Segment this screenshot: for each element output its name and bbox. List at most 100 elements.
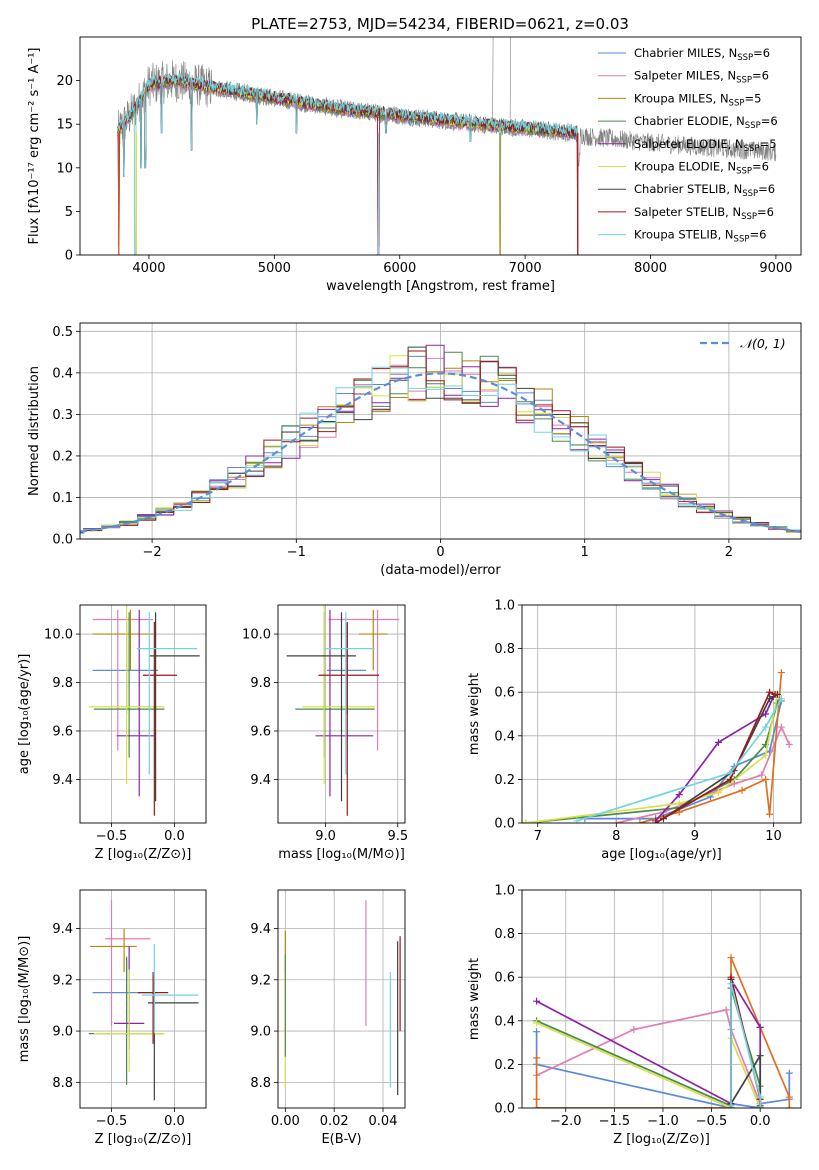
age-vs-weight-x-tick-label: 7 [534,829,542,844]
z-vs-weight-marker [785,1069,793,1077]
ebv-vs-mass-y-tick-label: 8.8 [250,1076,271,1091]
z-vs-age-x-tick-label: 0.0 [164,829,185,844]
legend-label-part: Chabrier STELIB, N [634,182,742,196]
ebv-vs-mass-plot-area [278,890,405,1108]
z-vs-weight-marker [756,1093,764,1101]
z-vs-weight-marker [756,1052,764,1060]
z-vs-mass-x-tick-label: 0.0 [164,1114,185,1129]
z-vs-mass-plot-area [80,890,206,1108]
residuals-y-tick-label: 0.5 [52,325,73,340]
z-vs-mass-y-tick-label: 8.8 [52,1076,73,1091]
age-vs-weight-line-chabrier_stelib [663,693,778,820]
legend-label-subscript: SSP [729,98,745,108]
z-vs-weight-y-tick-label: 1.0 [494,884,515,899]
age-vs-weight-y-tick-label: 0.0 [494,817,515,832]
z-vs-weight-marker [785,1093,793,1101]
spectrum-data-spike [492,37,511,125]
age-vs-weight-marker [652,819,660,823]
age-vs-weight-line-kroupa_stelib [576,698,783,822]
z-vs-weight-marker [630,1026,638,1034]
z-vs-mass-y-tick-label: 9.4 [52,922,73,937]
residuals-y-tick-label: 0.1 [52,491,73,506]
spectrum-legend-label: Salpeter ELODIE, NSSP=5 [634,137,777,154]
residuals-x-tick-label: 1 [581,545,589,560]
ebv-vs-mass-frame [277,889,406,1109]
residuals-x-tick-label: 0 [436,545,444,560]
mass-vs-age-x-tick-label: 9.0 [315,829,336,844]
age-vs-weight-y-tick-label: 0.2 [494,773,515,788]
z-vs-weight-x-tick-label: 0.0 [750,1114,771,1129]
legend-label-part: =5 [760,137,777,151]
z-vs-mass-axes [76,890,206,1112]
z-vs-age-frame [79,604,207,824]
legend-label-part: =6 [753,46,770,60]
spectrum-y-tick-label: 15 [56,118,73,133]
z-vs-mass-x-axis-label: Z [log₁₀(Z/Z⊙)] [95,1132,192,1147]
spectrum-y-tick-label: 5 [65,205,73,220]
age-vs-weight-marker [612,819,620,823]
z-vs-weight-x-tick-label: −0.5 [696,1114,728,1129]
spectrum-legend-label: Salpeter STELIB, NSSP=6 [634,205,774,222]
ebv-vs-mass-y-tick-label: 9.2 [250,973,271,988]
spectrum-x-tick-label: 9000 [759,261,792,276]
age-vs-weight-plot-area [522,605,801,823]
mass-vs-age-y-tick-label: 10.0 [242,628,271,643]
z-vs-weight-marker [727,954,735,962]
age-vs-weight-x-tick-label: 8 [612,829,620,844]
age-vs-weight-y-tick-label: 1.0 [494,599,515,614]
spectrum-y-tick-label: 10 [56,161,73,176]
z-vs-weight-x-tick-label: −1.5 [599,1114,631,1129]
z-vs-weight-marker [533,1104,541,1108]
z-vs-weight-marker [727,980,735,988]
plot-layer: 4000 5000 6000 7000 8000 900005101520waveleng… [17,36,802,1147]
age-vs-weight-marker [766,810,774,818]
z-vs-weight-marker [533,1054,541,1062]
z-vs-weight-marker [727,1102,735,1108]
mass-vs-age-frame [277,604,406,824]
z-vs-weight-marker [756,1104,764,1108]
ebv-vs-mass-axes [274,890,405,1112]
age-vs-weight-marker [675,791,683,799]
z-vs-weight-marker [533,997,541,1005]
legend-label-subscript: SSP [742,189,758,199]
age-vs-weight-marker [573,817,581,823]
legend-label-part: Salpeter ELODIE, N [634,137,744,151]
age-vs-weight-marker [726,775,734,783]
legend-label-part: Salpeter STELIB, N [634,205,741,219]
z-vs-mass-y-axis-label: mass [log₁₀(M/M⊙)] [17,936,32,1063]
z-vs-weight-y-tick-label: 0.2 [494,1058,515,1073]
z-vs-weight-y-tick-label: 0.4 [494,1014,515,1029]
ebv-vs-mass-y-tick-label: 9.4 [250,922,271,937]
spectrum-legend-label: Kroupa ELODIE, NSSP=6 [634,160,769,177]
age-vs-weight-marker [675,799,683,807]
z-vs-mass-frame [79,889,207,1109]
spectrum-x-tick-label: 4000 [132,261,165,276]
age-vs-weight-marker [714,738,722,746]
z-vs-age-axes [76,605,206,827]
mass-vs-age-axes [274,605,405,827]
z-vs-mass-x-tick-label: −0.5 [96,1114,128,1129]
z-vs-weight-line-kroupa_stelib [730,983,762,1108]
z-vs-weight-y-tick-label: 0.0 [494,1102,515,1117]
z-vs-weight-frame [521,889,802,1109]
age-vs-weight-y-tick-label: 0.4 [494,729,515,744]
mass-vs-age-x-axis-label: mass [log₁₀(M/M⊙)] [278,847,405,862]
residuals-y-tick-label: 0.4 [52,366,73,381]
legend-label-subscript: SSP [744,144,760,154]
spectrum-y-axis-label: Flux [fλ10⁻¹⁷ erg cm⁻² s⁻¹ A⁻¹] [27,48,42,245]
age-vs-weight-y-tick-label: 0.8 [494,642,515,657]
age-vs-weight-x-tick-label: 10 [765,829,782,844]
legend-label-part: =6 [758,182,775,196]
spectrum-y-tick-label: 0 [65,249,73,264]
ebv-vs-mass-x-tick-label: 0.04 [369,1114,398,1129]
z-vs-weight-y-tick-label: 0.8 [494,927,515,942]
age-vs-weight-x-tick-label: 9 [691,829,699,844]
z-vs-weight-x-axis-label: Z [log₁₀(Z/Z⊙)] [613,1132,710,1147]
age-vs-weight-marker [777,695,785,703]
z-vs-weight-y-tick-label: 0.6 [494,971,515,986]
legend-label-part: Kroupa STELIB, N [634,228,734,242]
z-vs-age-plot-area [80,605,206,823]
residuals-x-axis-label: (data-model)/error [380,563,501,578]
z-vs-weight-y-axis-label: mass weight [467,958,482,1040]
